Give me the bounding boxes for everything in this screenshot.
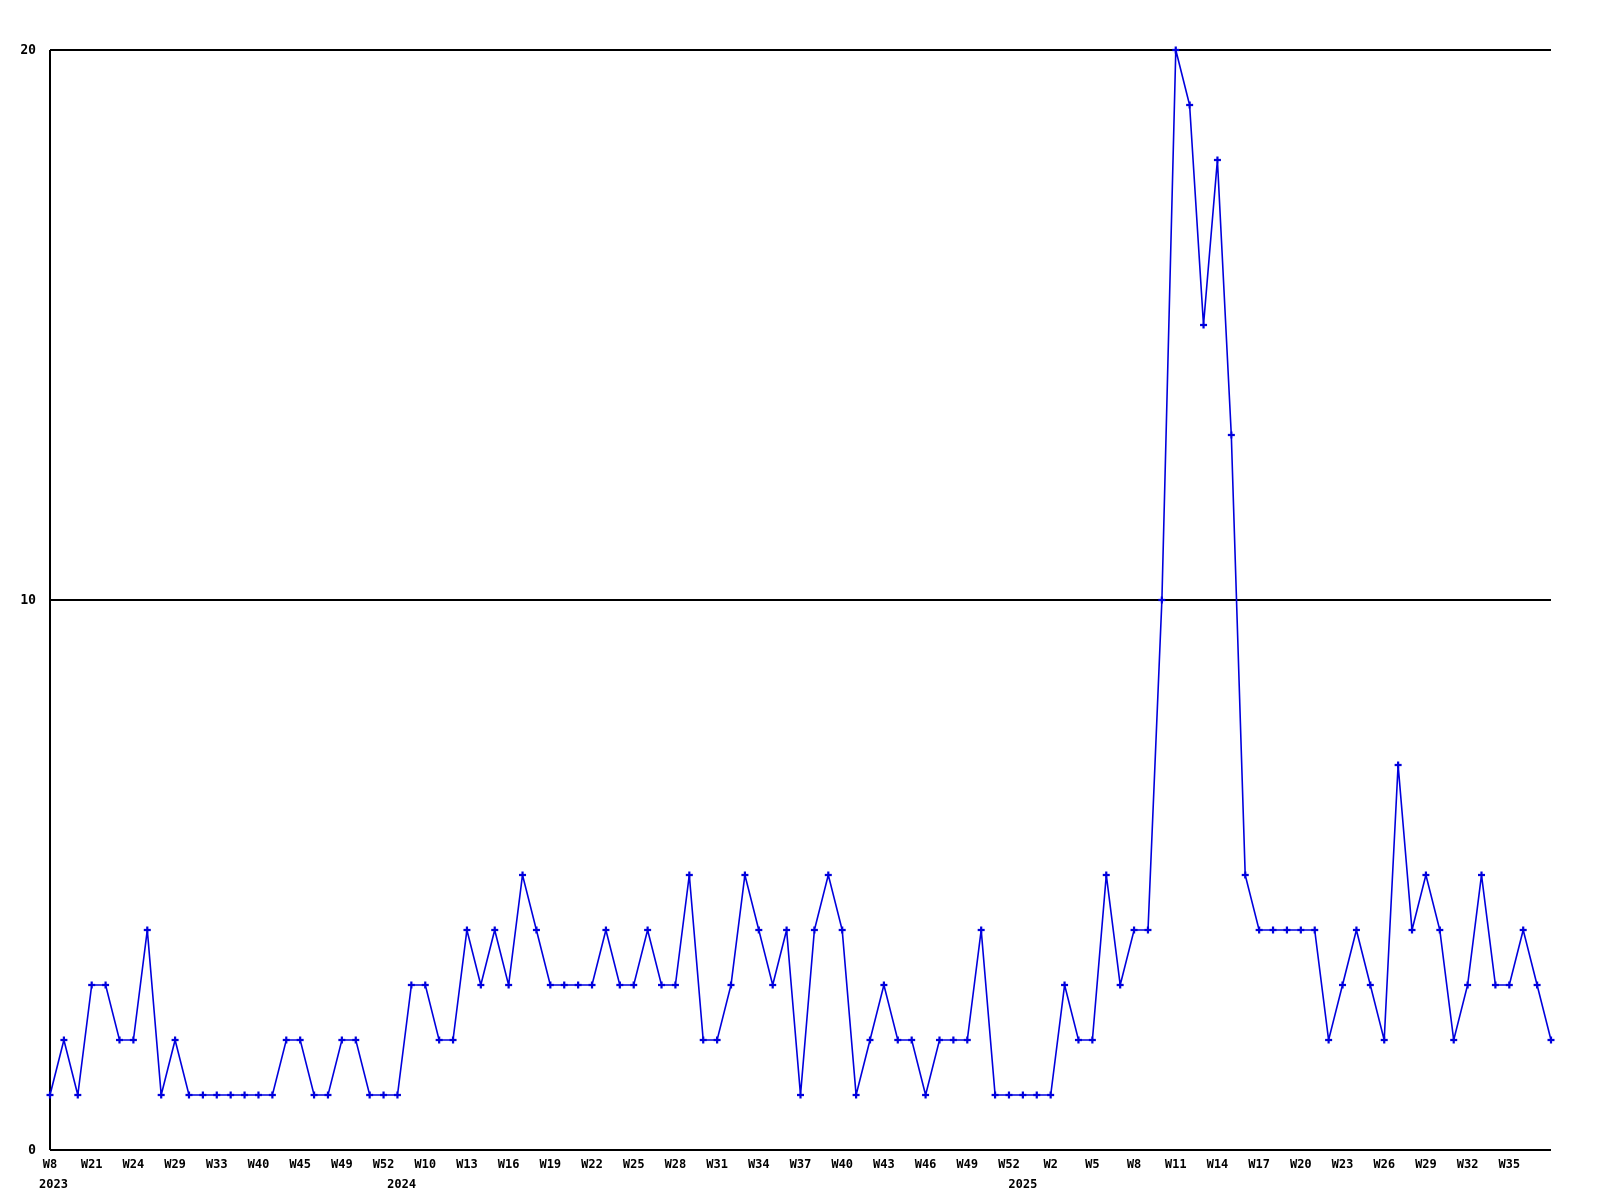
x-tick-label: W40 [248, 1157, 270, 1171]
x-tick-label: W32 [1457, 1157, 1479, 1171]
x-tick-label: W2 [1043, 1157, 1057, 1171]
x-tick-label: W35 [1498, 1157, 1520, 1171]
x-tick-label: W8 [1127, 1157, 1141, 1171]
x-tick-label: W26 [1373, 1157, 1395, 1171]
data-line [49, 49, 1552, 1096]
x-tick-label: W13 [456, 1157, 478, 1171]
year-label: 2023 [39, 1177, 68, 1191]
x-tick-label: W33 [206, 1157, 228, 1171]
data-point-markers [46, 46, 1555, 1099]
x-tick-label: W28 [665, 1157, 687, 1171]
x-tick-label: W23 [1332, 1157, 1354, 1171]
y-tick-label: 0 [28, 1143, 36, 1158]
x-tick-label: W52 [998, 1157, 1020, 1171]
x-tick-label: W45 [289, 1157, 311, 1171]
x-tick-label: W49 [956, 1157, 978, 1171]
year-label: 2024 [387, 1177, 416, 1191]
x-tick-label: W37 [790, 1157, 812, 1171]
x-tick-label: W11 [1165, 1157, 1187, 1171]
x-tick-label: W8 [43, 1157, 57, 1171]
x-tick-label: W34 [748, 1157, 770, 1171]
x-tick-label: W10 [414, 1157, 436, 1171]
y-tick-label: 20 [20, 43, 36, 58]
x-tick-label: W16 [498, 1157, 520, 1171]
year-label: 2025 [1008, 1177, 1037, 1191]
x-tick-label: W5 [1085, 1157, 1099, 1171]
x-tick-label: W20 [1290, 1157, 1312, 1171]
x-tick-label: W43 [873, 1157, 895, 1171]
x-tick-label: W29 [164, 1157, 186, 1171]
x-tick-label: W46 [915, 1157, 937, 1171]
x-tick-label: W49 [331, 1157, 353, 1171]
x-tick-label: W40 [831, 1157, 853, 1171]
x-tick-label: W19 [539, 1157, 561, 1171]
x-tick-label: W24 [123, 1157, 145, 1171]
x-tick-label: W21 [81, 1157, 103, 1171]
x-tick-label: W25 [623, 1157, 645, 1171]
x-tick-label: W52 [373, 1157, 395, 1171]
x-tick-label: W29 [1415, 1157, 1437, 1171]
x-tick-label: W17 [1248, 1157, 1270, 1171]
y-tick-label: 10 [20, 593, 36, 608]
x-tick-label: W14 [1207, 1157, 1229, 1171]
x-tick-label: W31 [706, 1157, 728, 1171]
x-tick-label: W22 [581, 1157, 603, 1171]
